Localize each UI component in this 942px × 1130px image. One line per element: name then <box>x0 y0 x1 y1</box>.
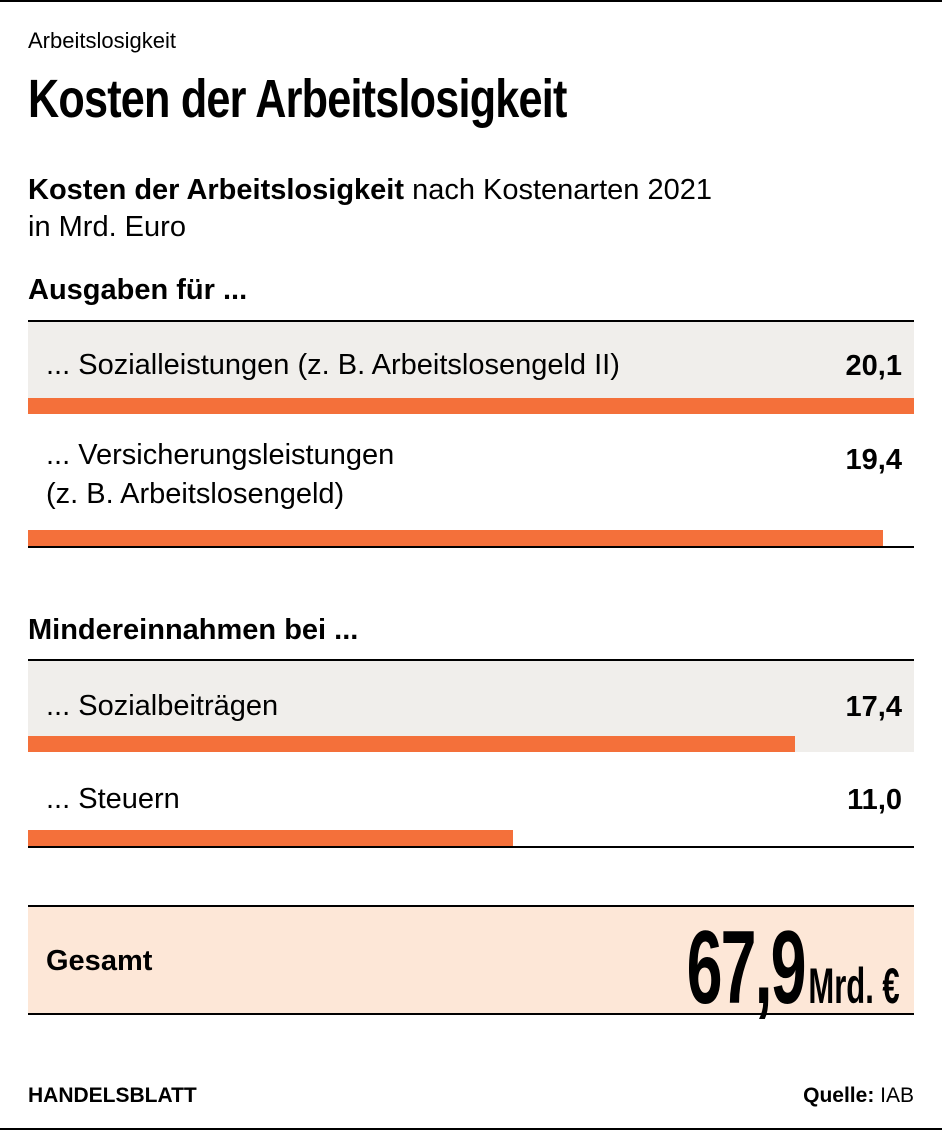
bar-label: ... Versicherungsleistungen (z. B. Arbeit… <box>46 436 394 514</box>
source-label: Quelle: <box>803 1084 875 1107</box>
subtitle-bold: Kosten der Arbeitslosigkeit <box>28 174 405 206</box>
source-value: IAB <box>874 1084 914 1107</box>
total-number: 67,9 <box>686 910 807 1026</box>
total-label: Gesamt <box>46 945 153 977</box>
group-title-mindereinnahmen: Mindereinnahmen bei ... <box>28 614 359 646</box>
bar <box>28 530 884 546</box>
bar-label: ... Sozialleistungen (z. B. Arbeitslosen… <box>46 349 620 381</box>
subtitle-rest: nach Kostenarten 2021 <box>404 174 712 206</box>
source: Quelle: IAB <box>803 1084 914 1108</box>
bar <box>28 830 513 846</box>
bar-row: ... Sozialleistungen (z. B. Arbeitslosen… <box>28 320 914 414</box>
bar-value: 19,4 <box>845 444 902 476</box>
bar-row: ... Steuern 11,0 <box>28 752 914 848</box>
bar-value: 20,1 <box>845 350 902 382</box>
bar-label-line1: ... Versicherungsleistungen <box>46 439 395 471</box>
bar-row: ... Sozialbeiträgen 17,4 <box>28 659 914 752</box>
total-box: Gesamt 67,9Mrd. € <box>28 905 914 1026</box>
brand-logo: HANDELSBLATT <box>28 1084 197 1107</box>
bar-label: ... Sozialbeiträgen <box>46 690 279 722</box>
chart-title: Kosten der Arbeitslosigkeit <box>28 69 567 129</box>
bar-value: 17,4 <box>845 691 902 723</box>
total-unit: Mrd. € <box>808 958 900 1014</box>
bar-label: ... Steuern <box>46 783 180 815</box>
bar <box>28 736 795 752</box>
chart-subtitle: Kosten der Arbeitslosigkeit nach Kostena… <box>28 172 888 246</box>
unit-label: in Mrd. Euro <box>28 211 186 243</box>
kicker: Arbeitslosigkeit <box>28 28 176 53</box>
group-title-ausgaben: Ausgaben für ... <box>28 274 248 306</box>
bar <box>28 398 914 414</box>
total-value: 67,9Mrd. € <box>687 909 900 1028</box>
bar-row: ... Versicherungsleistungen (z. B. Arbeit… <box>28 414 914 548</box>
bar-value: 11,0 <box>847 784 902 816</box>
bar-label-line2: (z. B. Arbeitslosengeld) <box>46 478 345 510</box>
